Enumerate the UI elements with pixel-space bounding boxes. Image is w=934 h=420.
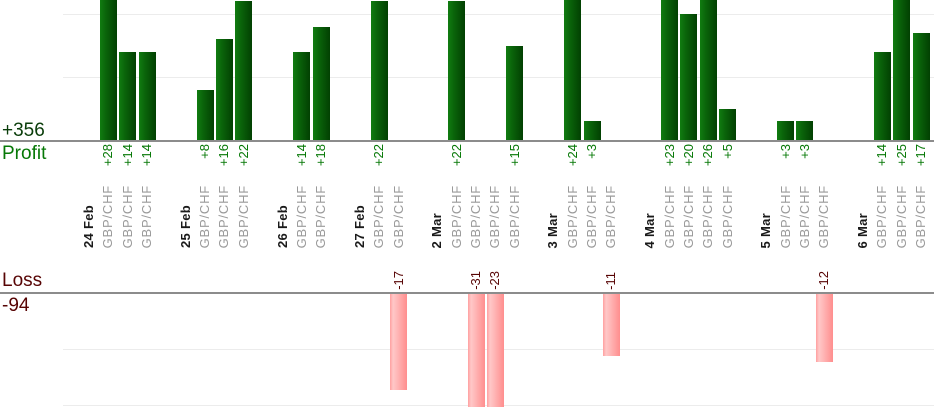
bar-value-label: +14 — [293, 144, 309, 167]
date-label: 24 Feb — [81, 205, 96, 248]
profit-bar — [448, 1, 466, 140]
loss-bar — [467, 294, 485, 407]
date-label: 4 Mar — [642, 212, 658, 248]
bar-value-label: +5 — [719, 144, 735, 159]
loss-bar — [486, 294, 504, 407]
profit-bar — [506, 45, 524, 140]
bar-value-label: +14 — [139, 144, 155, 167]
profit-bar — [138, 51, 156, 140]
profit-bar — [370, 1, 388, 140]
loss-axis-line — [0, 292, 934, 294]
symbol-label: GBP/CHF — [139, 184, 155, 248]
symbol-label: GBP/CHF — [506, 184, 522, 248]
bar-value-label: +20 — [680, 144, 696, 167]
profit-bar — [235, 1, 253, 140]
symbol-label: GBP/CHF — [100, 184, 116, 248]
bar-value-label: +15 — [506, 144, 522, 167]
bar-value-label: +3 — [584, 144, 600, 159]
profit-bar — [699, 0, 717, 140]
profit-bar — [564, 0, 582, 140]
symbol-label: GBP/CHF — [448, 184, 464, 248]
date-label: 2 Mar — [429, 212, 445, 248]
symbol-label: GBP/CHF — [719, 184, 735, 248]
symbol-label: GBP/CHF — [468, 184, 483, 248]
loss-total-label: -94 — [2, 295, 30, 316]
loss-bar — [815, 294, 833, 362]
symbol-label: GBP/CHF — [816, 184, 832, 248]
symbol-label: GBP/CHF — [796, 184, 812, 248]
bar-value-label: +28 — [100, 144, 116, 167]
symbol-label: GBP/CHF — [874, 184, 890, 248]
bar-value-label: -12 — [816, 271, 832, 290]
symbol-label: GBP/CHF — [235, 184, 251, 248]
bar-value-label: +22 — [235, 144, 251, 167]
symbol-label: GBP/CHF — [293, 184, 309, 248]
symbol-label: GBP/CHF — [603, 184, 619, 248]
date-label: 25 Feb — [177, 205, 193, 248]
symbol-label: GBP/CHF — [893, 184, 909, 248]
symbol-label: GBP/CHF — [913, 184, 929, 248]
symbol-label: GBP/CHF — [680, 184, 696, 248]
symbol-label: GBP/CHF — [216, 184, 232, 248]
symbol-label: GBP/CHF — [661, 184, 677, 248]
profit-bar — [680, 14, 698, 140]
date-label: 27 Feb — [351, 205, 367, 248]
profit-bar — [796, 121, 814, 140]
profit-bar — [583, 121, 601, 140]
profit-bar — [873, 51, 891, 140]
loss-bar — [602, 294, 620, 357]
date-label: 5 Mar — [758, 212, 774, 248]
bar-value-label: +23 — [661, 144, 677, 167]
profit-total-label: +356 — [2, 120, 45, 141]
date-label: 3 Mar — [545, 212, 561, 248]
bar-value-label: +3 — [777, 144, 793, 159]
bar-value-label: +14 — [119, 144, 135, 167]
profit-bar — [719, 108, 737, 140]
bar-value-label: +22 — [371, 144, 387, 167]
profit-axis-line — [0, 140, 934, 142]
bar-value-label: +3 — [796, 144, 812, 159]
bar-value-label: +25 — [893, 144, 909, 167]
symbol-label: GBP/CHF — [487, 184, 503, 248]
profit-bar — [119, 51, 137, 140]
bar-value-label: -31 — [468, 271, 483, 290]
bar-value-label: +22 — [448, 144, 464, 167]
profit-bar — [893, 0, 911, 140]
symbol-label: GBP/CHF — [700, 184, 716, 248]
bar-value-label: -23 — [487, 271, 503, 290]
profit-bar — [196, 89, 214, 140]
symbol-label: GBP/CHF — [777, 184, 793, 248]
profit-bar — [777, 121, 795, 140]
date-label: 26 Feb — [274, 205, 290, 248]
profit-bar — [293, 51, 311, 140]
profit-bar — [215, 39, 233, 140]
profit-bar — [661, 0, 678, 140]
date-label: 6 Mar — [855, 212, 870, 248]
bar-value-label: -17 — [390, 271, 406, 290]
profit-axis-label: Profit — [2, 143, 47, 164]
bar-value-label: +18 — [313, 144, 329, 167]
symbol-label: GBP/CHF — [313, 184, 329, 248]
bar-value-label: +26 — [700, 144, 716, 167]
bar-value-label: +14 — [874, 144, 890, 167]
symbol-label: GBP/CHF — [371, 184, 387, 248]
profit-gridline — [63, 77, 934, 78]
loss-axis-label: Loss — [2, 270, 43, 291]
profit-bar — [312, 26, 330, 140]
bar-value-label: +8 — [197, 144, 213, 159]
bar-value-label: +17 — [913, 144, 929, 167]
bar-value-label: +16 — [216, 144, 232, 167]
bar-value-label: -11 — [603, 272, 619, 290]
symbol-label: GBP/CHF — [584, 184, 600, 248]
loss-bar — [390, 294, 408, 391]
profit-bar — [912, 32, 930, 140]
symbol-label: GBP/CHF — [390, 184, 406, 248]
symbol-label: GBP/CHF — [564, 184, 580, 248]
profit-gridline — [63, 14, 934, 15]
bar-value-label: +24 — [564, 144, 580, 167]
symbol-label: GBP/CHF — [197, 184, 213, 248]
symbol-label: GBP/CHF — [119, 184, 135, 248]
profit-bar — [99, 0, 117, 140]
